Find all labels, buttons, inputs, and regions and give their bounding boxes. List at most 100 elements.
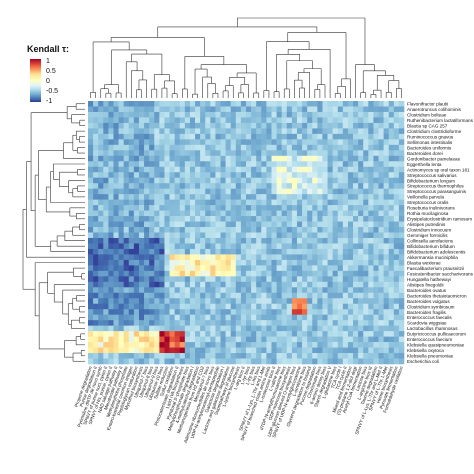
heatmap-cell xyxy=(246,210,252,217)
heatmap-cell xyxy=(312,216,318,222)
heatmap-cell xyxy=(398,133,405,140)
heatmap-cell xyxy=(215,210,221,217)
heatmap-cell xyxy=(179,243,186,250)
heatmap-cell xyxy=(383,166,390,173)
heatmap-cell xyxy=(322,309,328,315)
heatmap-cell xyxy=(154,166,160,173)
heatmap-cell xyxy=(159,183,165,189)
heatmap-cell xyxy=(169,254,175,261)
heatmap-cell xyxy=(200,331,206,337)
heatmap-cell xyxy=(164,342,170,348)
heatmap-cell xyxy=(347,336,354,343)
heatmap-cell xyxy=(113,210,119,217)
heatmap-cell xyxy=(108,309,114,315)
heatmap-cell xyxy=(179,205,186,211)
heatmap-cell xyxy=(307,194,313,200)
heatmap-cell xyxy=(363,133,369,140)
heatmap-cell xyxy=(133,106,140,113)
heatmap-cell xyxy=(123,188,130,195)
heatmap-cell xyxy=(240,128,247,135)
heatmap-cell xyxy=(261,166,267,173)
heatmap-cell xyxy=(353,281,359,288)
heatmap-cell xyxy=(174,287,181,294)
heatmap-cell xyxy=(220,276,226,283)
heatmap-cell xyxy=(169,353,175,359)
heatmap-cell xyxy=(103,336,109,343)
heatmap-cell xyxy=(200,243,206,250)
heatmap-cell xyxy=(144,314,150,321)
heatmap-cell xyxy=(93,342,99,348)
heatmap-cell xyxy=(327,155,333,162)
heatmap-cell xyxy=(240,205,247,211)
heatmap-cell xyxy=(225,331,232,337)
heatmap-cell xyxy=(215,292,221,299)
heatmap-cell xyxy=(164,281,170,288)
heatmap-cell xyxy=(164,128,170,135)
heatmap-cell xyxy=(240,281,247,288)
heatmap-cell xyxy=(225,183,232,189)
heatmap-cell xyxy=(291,199,298,206)
heatmap-cell xyxy=(251,155,257,162)
heatmap-cell xyxy=(200,353,206,359)
heatmap-cell xyxy=(322,205,328,211)
heatmap-cell xyxy=(108,183,114,189)
heatmap-cell xyxy=(88,237,94,244)
heatmap-cell xyxy=(230,117,237,124)
row-label: Sellimonas intestinalis xyxy=(407,140,453,145)
heatmap-cell xyxy=(246,183,252,189)
heatmap-cell xyxy=(307,342,313,348)
heatmap-cell xyxy=(398,111,405,118)
heatmap-cell xyxy=(398,353,405,359)
heatmap-cell xyxy=(266,287,272,294)
heatmap-cell xyxy=(393,292,400,299)
heatmap-cell xyxy=(225,237,232,244)
heatmap-cell xyxy=(256,183,262,189)
heatmap-cell xyxy=(286,205,293,211)
heatmap-cell xyxy=(88,117,94,124)
heatmap-cell xyxy=(291,106,298,113)
heatmap-cell xyxy=(235,347,242,354)
heatmap-cell xyxy=(154,155,160,162)
heatmap-cell xyxy=(286,342,293,348)
heatmap-cell xyxy=(174,243,181,250)
heatmap-cell xyxy=(220,155,226,162)
heatmap-cell xyxy=(195,199,201,206)
heatmap-cell xyxy=(307,205,313,211)
heatmap-cell xyxy=(113,342,119,348)
heatmap-cell xyxy=(189,194,196,200)
heatmap-cell xyxy=(210,177,216,184)
heatmap-cell xyxy=(133,232,140,239)
heatmap-cell xyxy=(174,309,181,315)
heatmap-cell xyxy=(383,347,390,354)
heatmap-cell xyxy=(312,106,318,113)
heatmap-cell xyxy=(200,336,206,343)
heatmap-cell xyxy=(169,177,175,184)
heatmap-cell xyxy=(103,314,109,321)
heatmap-cell xyxy=(118,353,124,359)
heatmap-cell xyxy=(123,161,130,168)
heatmap-cell xyxy=(383,276,390,283)
heatmap-cell xyxy=(398,248,405,255)
heatmap-cell xyxy=(251,106,257,113)
heatmap-cell xyxy=(144,259,150,266)
heatmap-cell xyxy=(179,232,186,239)
heatmap-cell xyxy=(358,106,364,113)
heatmap-cell xyxy=(261,122,267,129)
heatmap-cell xyxy=(373,325,379,332)
heatmap-cell xyxy=(332,221,339,228)
heatmap-cell xyxy=(337,106,344,113)
heatmap-cell xyxy=(174,347,181,354)
heatmap-cell xyxy=(398,276,405,283)
heatmap-cell xyxy=(144,106,150,113)
heatmap-cell xyxy=(296,117,303,124)
heatmap-cell xyxy=(179,133,186,140)
heatmap-cell xyxy=(240,144,247,151)
heatmap-cell xyxy=(123,155,130,162)
heatmap-cell xyxy=(276,248,282,255)
heatmap-cell xyxy=(118,243,124,250)
heatmap-cell xyxy=(154,227,160,233)
heatmap-cell xyxy=(118,347,124,354)
heatmap-cell xyxy=(184,298,191,305)
heatmap-cell xyxy=(179,106,186,113)
heatmap-cell xyxy=(118,237,124,244)
